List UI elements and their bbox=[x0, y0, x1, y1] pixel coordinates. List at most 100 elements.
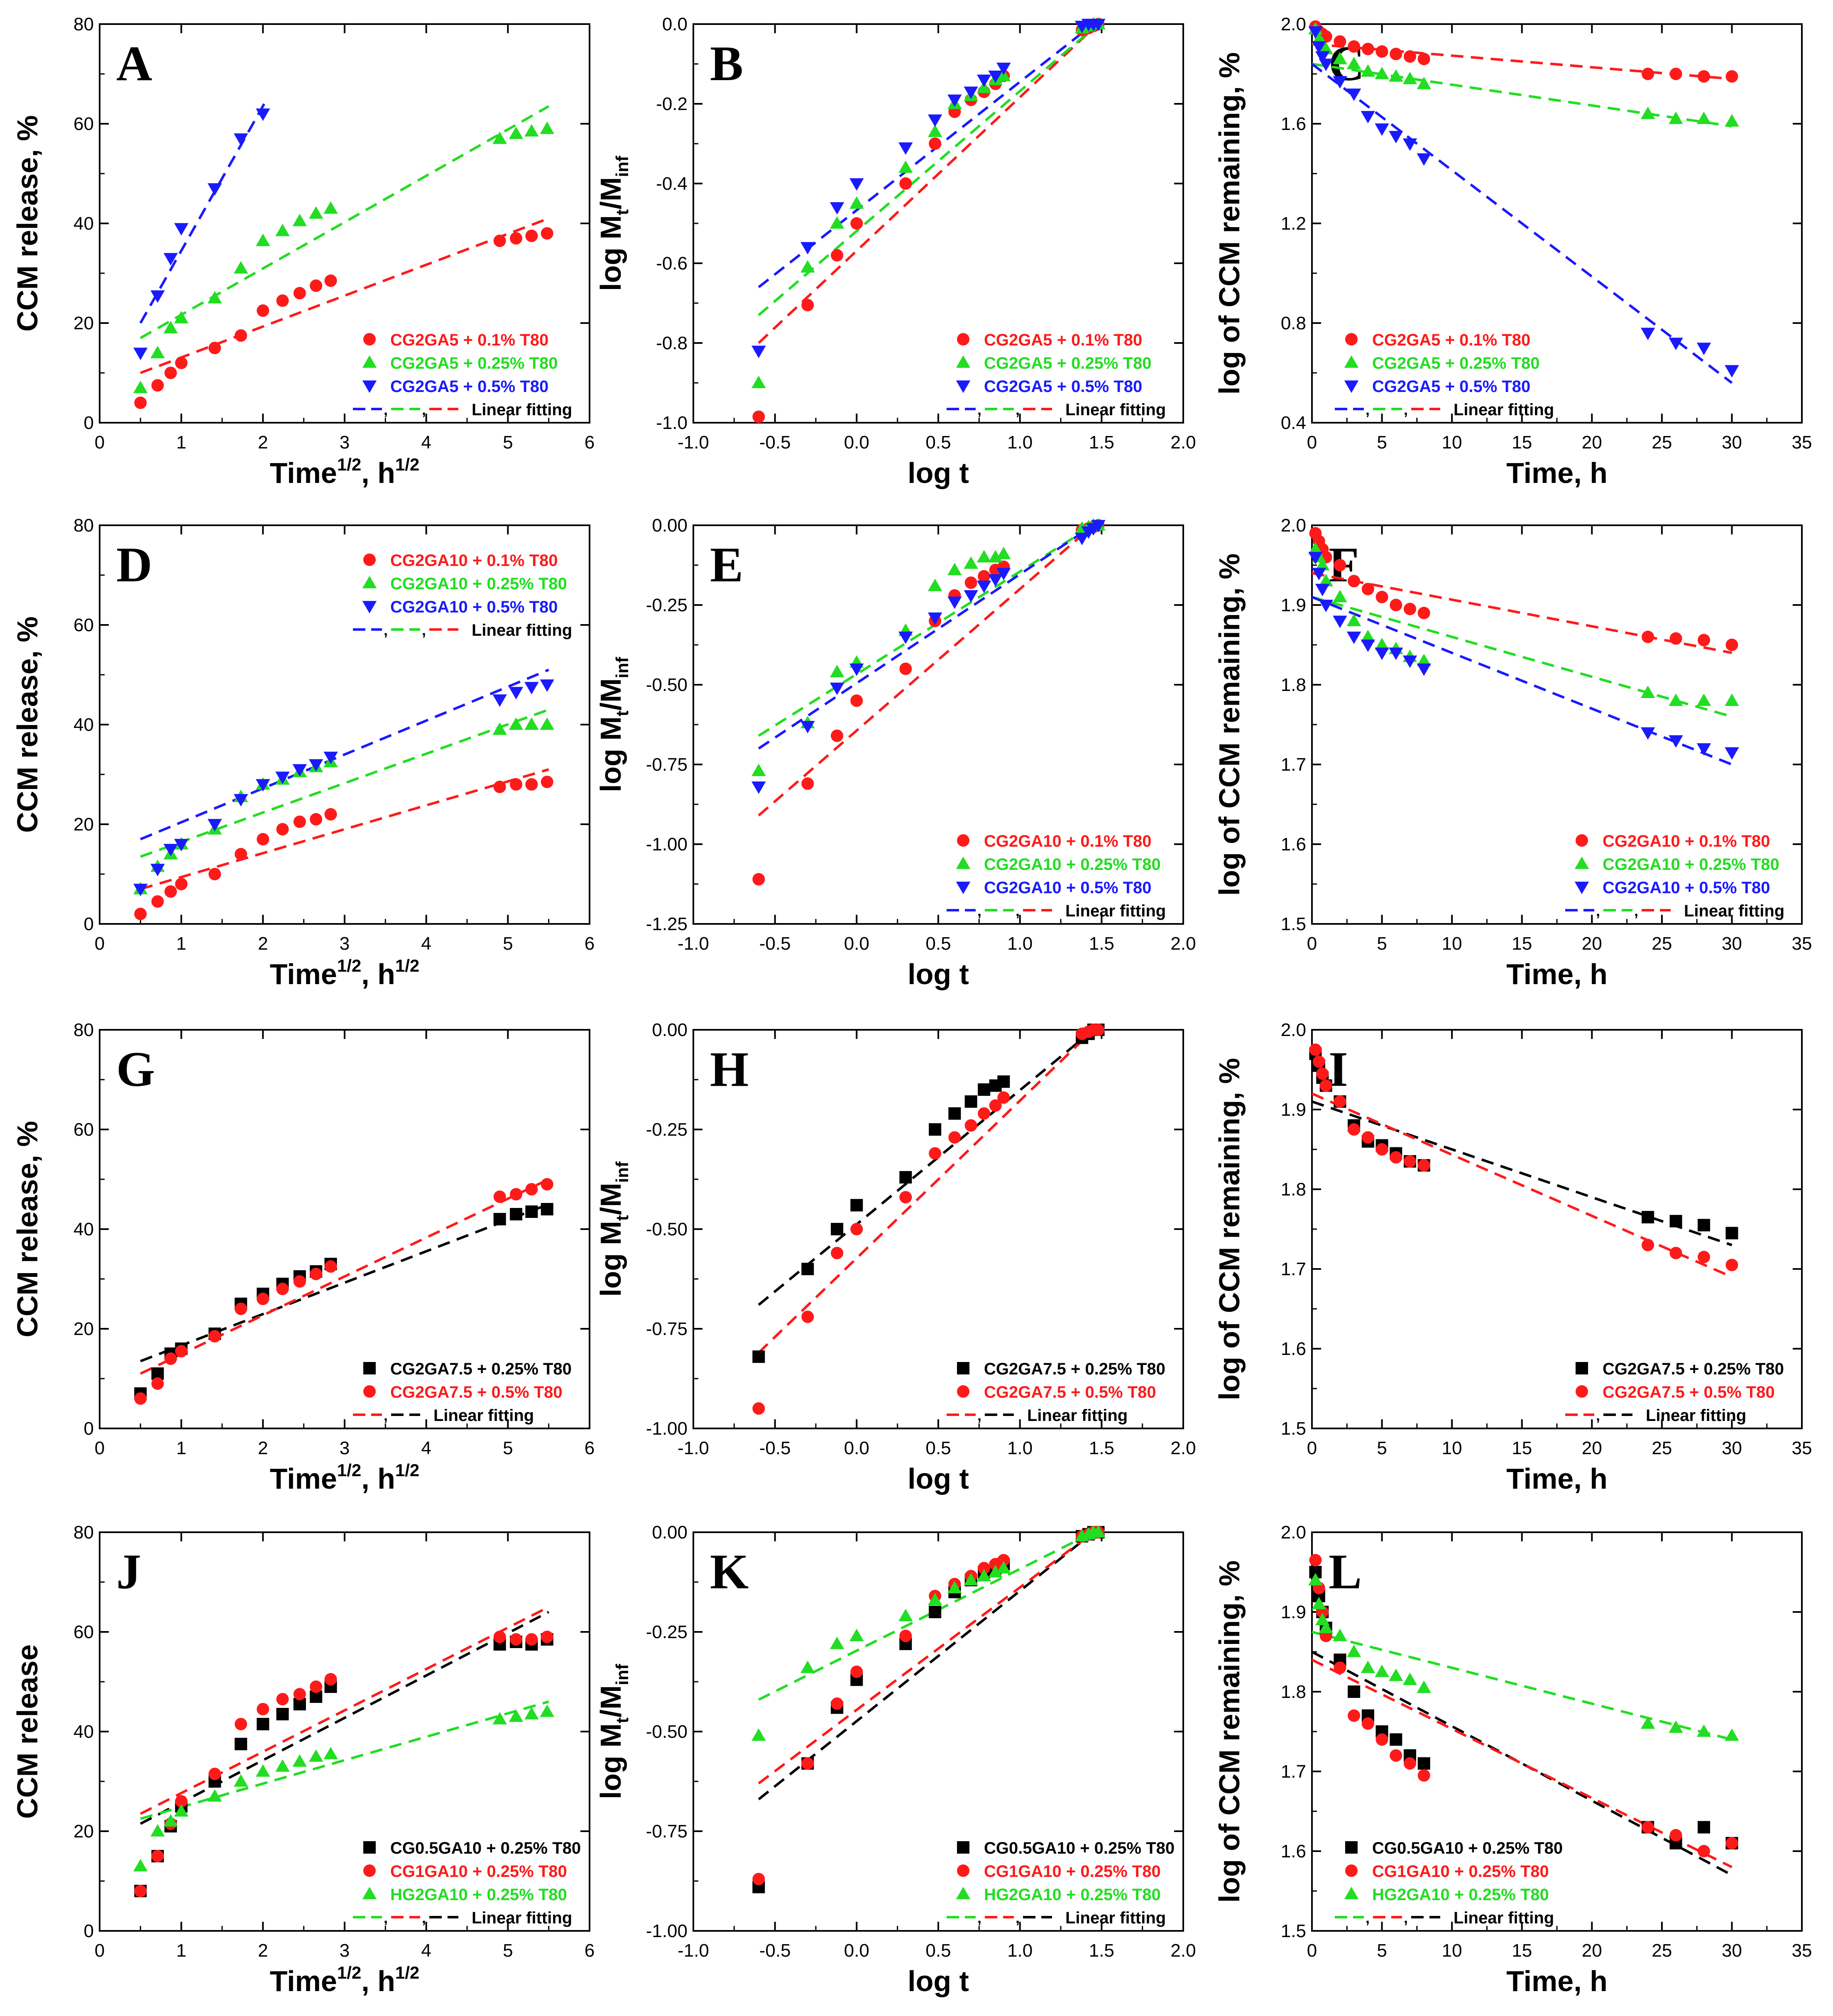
data-point-red bbox=[134, 1885, 147, 1897]
data-point-red bbox=[257, 304, 269, 317]
panel-letter: G bbox=[116, 1041, 155, 1097]
data-point-red bbox=[1316, 1067, 1329, 1080]
y-axis-label-text: log M bbox=[595, 716, 627, 792]
y-tick-label: 1.9 bbox=[1281, 1100, 1306, 1120]
x-tick-label: 20 bbox=[1582, 432, 1602, 453]
data-point-green bbox=[1361, 1661, 1375, 1673]
y-axis-label: log of CCM remaining, % bbox=[1213, 1058, 1246, 1400]
fit-line-green bbox=[758, 1531, 1094, 1701]
y-tick-label: -0.75 bbox=[646, 1319, 688, 1339]
legend-fit-sep: , bbox=[1404, 1909, 1408, 1926]
x-axis-label: Time, h bbox=[1506, 1965, 1608, 1997]
x-tick-label: 1 bbox=[176, 1438, 186, 1458]
x-tick-label: 0.0 bbox=[844, 432, 869, 453]
legend-marker-black bbox=[363, 1841, 376, 1854]
data-point-green bbox=[233, 261, 248, 274]
data-point-red bbox=[1417, 53, 1430, 65]
data-point-red bbox=[175, 1345, 188, 1357]
data-point-green bbox=[275, 223, 290, 236]
data-point-green bbox=[275, 1759, 290, 1772]
y-axis-label: log Mt/Minf bbox=[595, 656, 632, 792]
y-axis-label-sub: t bbox=[612, 209, 632, 215]
legend-fit-sep: , bbox=[384, 1407, 388, 1424]
x-axis-label-tail-sup: 1/2 bbox=[395, 1963, 419, 1982]
data-point-red bbox=[293, 287, 306, 299]
x-tick-label: 1.0 bbox=[1007, 432, 1033, 453]
legend-marker-red bbox=[957, 1864, 969, 1877]
legend-marker-black bbox=[957, 1362, 969, 1374]
fit-line-black bbox=[758, 1531, 1094, 1800]
data-point-black bbox=[1725, 1227, 1738, 1239]
x-axis-label-sup: 1/2 bbox=[337, 1460, 361, 1480]
x-tick-label: 2 bbox=[258, 1940, 268, 1961]
y-tick-label: 0 bbox=[84, 914, 94, 934]
data-point-red bbox=[1642, 1821, 1654, 1834]
legend-marker-black bbox=[1576, 1362, 1588, 1374]
data-point-green bbox=[751, 375, 766, 388]
fit-line-green bbox=[758, 27, 1094, 316]
y-axis-label-text: log M bbox=[595, 215, 627, 291]
legend-marker-red bbox=[1576, 834, 1588, 847]
legend-label: CG2GA7.5 + 0.5% T80 bbox=[390, 1383, 563, 1401]
y-tick-label: 60 bbox=[73, 1622, 94, 1642]
y-tick-label: 1.7 bbox=[1281, 754, 1306, 775]
x-tick-label: 25 bbox=[1652, 1940, 1672, 1961]
y-axis-label: CCM release bbox=[11, 1644, 44, 1819]
legend-marker-black bbox=[1345, 1841, 1358, 1854]
data-point-green bbox=[1669, 693, 1683, 706]
fit-line-blue bbox=[758, 524, 1094, 750]
data-point-red bbox=[208, 1330, 221, 1342]
legend-fit-sep: , bbox=[1366, 1909, 1370, 1926]
y-axis-label: CCM release, % bbox=[11, 616, 44, 833]
y-tick-label: 40 bbox=[73, 1219, 94, 1239]
x-axis-label-tail: , h bbox=[361, 1462, 395, 1495]
data-point-red bbox=[1642, 1239, 1654, 1252]
fit-line-red bbox=[1311, 1092, 1733, 1278]
data-point-green bbox=[1389, 69, 1403, 82]
legend-fit-sep: , bbox=[1016, 902, 1020, 919]
data-point-green bbox=[1640, 106, 1655, 119]
fit-line-black bbox=[139, 1611, 550, 1825]
data-point-blue bbox=[174, 223, 188, 236]
legend-fit-sep: , bbox=[977, 401, 981, 418]
fit-line-red bbox=[758, 1029, 1094, 1354]
legend-fit-sep: , bbox=[1596, 1407, 1600, 1424]
legend-fit-sep: , bbox=[1404, 401, 1408, 418]
x-axis-label: Time1/2, h1/2 bbox=[270, 1460, 420, 1495]
x-tick-label: 3 bbox=[340, 1940, 350, 1961]
y-tick-label: 1.6 bbox=[1281, 1841, 1306, 1862]
x-tick-label: 0 bbox=[95, 1438, 105, 1458]
y-axis-label-sub2: inf bbox=[612, 656, 632, 678]
data-point-red bbox=[510, 778, 522, 791]
data-point-blue bbox=[256, 779, 270, 792]
data-point-blue bbox=[830, 682, 844, 695]
data-point-red bbox=[850, 217, 863, 230]
x-tick-label: 2 bbox=[258, 432, 268, 453]
data-point-blue bbox=[1669, 338, 1683, 350]
y-tick-label: 0.00 bbox=[652, 515, 688, 536]
data-point-blue bbox=[133, 884, 148, 897]
data-point-red bbox=[899, 1629, 912, 1642]
data-point-red bbox=[929, 137, 942, 150]
legend-marker-red bbox=[363, 1385, 376, 1398]
data-point-red bbox=[1725, 639, 1738, 651]
fit-line-blue bbox=[758, 23, 1094, 288]
data-point-red bbox=[175, 1795, 188, 1808]
y-tick-label: -0.75 bbox=[646, 1821, 688, 1842]
x-tick-label: 15 bbox=[1512, 1438, 1532, 1458]
x-axis-label: log t bbox=[908, 1965, 969, 1997]
data-point-blue bbox=[976, 581, 991, 593]
data-point-blue bbox=[1319, 59, 1333, 71]
legend-marker-red bbox=[957, 333, 969, 345]
data-point-black bbox=[978, 1083, 991, 1096]
data-point-green bbox=[509, 1709, 524, 1722]
x-tick-label: -0.5 bbox=[759, 933, 791, 954]
data-point-blue bbox=[1346, 632, 1361, 644]
legend-marker-red bbox=[363, 554, 376, 566]
data-point-red bbox=[324, 1673, 337, 1685]
x-tick-label: 10 bbox=[1442, 432, 1462, 453]
y-tick-label: 1.6 bbox=[1281, 114, 1306, 134]
y-axis-label: CCM release, % bbox=[11, 115, 44, 331]
legend-fit-sep: , bbox=[384, 1909, 388, 1926]
